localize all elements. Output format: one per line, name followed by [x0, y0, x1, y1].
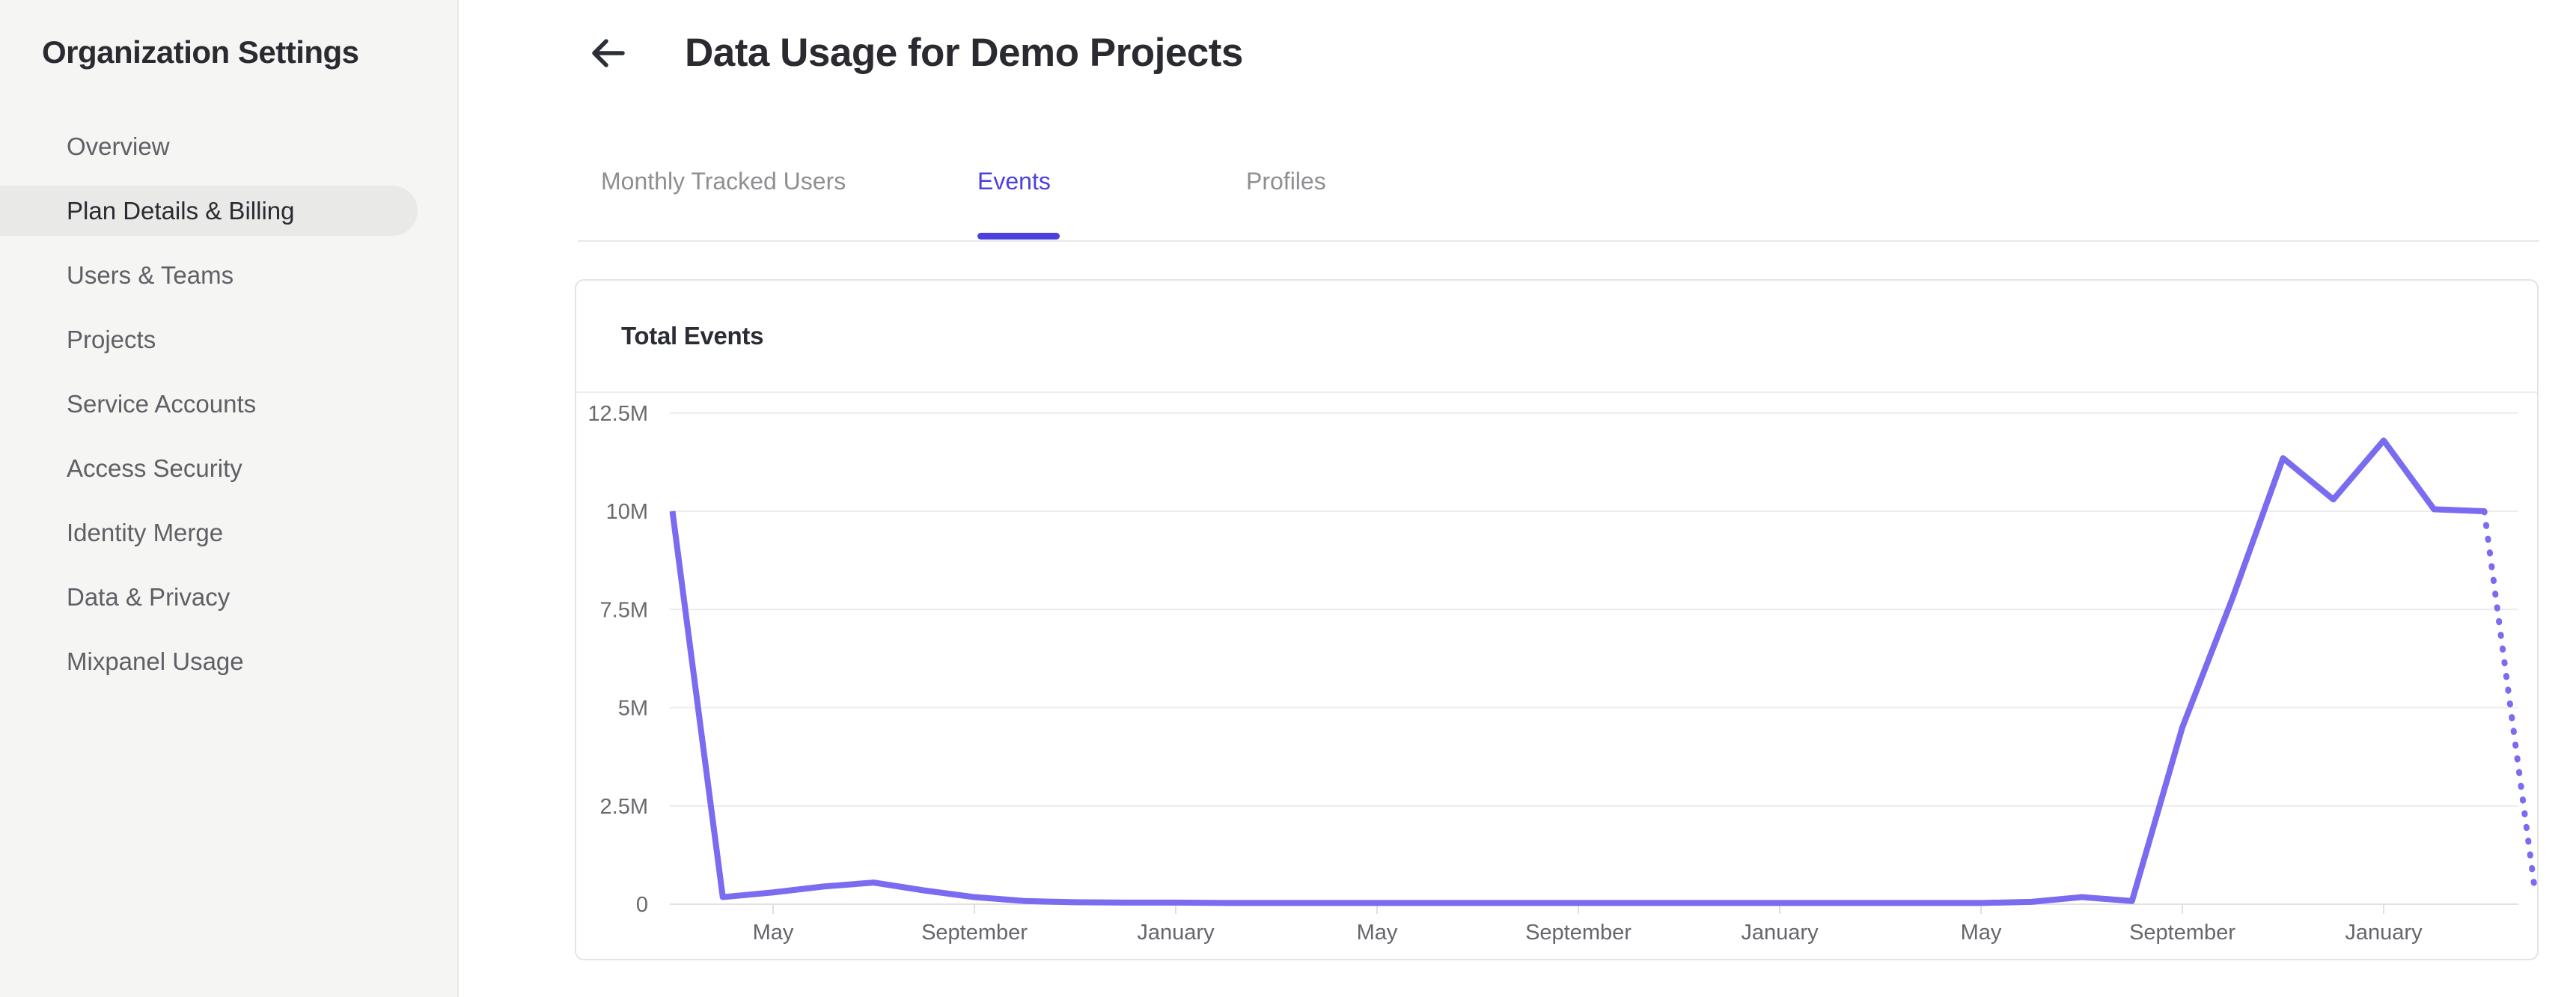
y-axis-label: 12.5M	[587, 402, 648, 426]
sidebar-item-service-accounts[interactable]: Service Accounts	[67, 389, 257, 418]
card-header: Total Events	[576, 281, 2537, 393]
x-axis-label: January	[2345, 921, 2423, 945]
x-axis-label: January	[1741, 921, 1819, 945]
events-line-solid	[669, 437, 2485, 906]
sidebar-item-projects[interactable]: Projects	[67, 325, 156, 353]
x-axis-label: September	[2129, 921, 2235, 945]
card-title: Total Events	[621, 322, 764, 350]
sidebar-item-overview[interactable]: Overview	[67, 132, 170, 160]
events-chart[interactable]: 12.5M 10M 7.5M 5M 2.5M 0 May September January Ma…	[575, 279, 2539, 960]
tabs-divider	[578, 240, 2539, 242]
x-axis-label: May	[1961, 921, 2002, 945]
total-events-card: Total Events	[575, 279, 2539, 960]
tab-events[interactable]: Events	[977, 168, 1051, 195]
tab-profiles[interactable]: Profiles	[1246, 168, 1326, 195]
y-axis-label: 2.5M	[600, 795, 648, 819]
y-axis-label: 7.5M	[600, 598, 648, 622]
organization-settings-sidebar: Organization Settings Overview Plan Deta…	[0, 0, 459, 997]
sidebar-item-identity-merge[interactable]: Identity Merge	[67, 518, 224, 546]
events-line-projected	[2481, 508, 2538, 891]
sidebar-item-mixpanel-usage[interactable]: Mixpanel Usage	[67, 647, 244, 675]
x-axis-label: September	[921, 921, 1028, 945]
y-axis-label: 5M	[618, 697, 648, 721]
active-tab-underline	[977, 233, 1060, 240]
arrow-left-icon	[587, 32, 629, 76]
y-axis-label: 10M	[606, 500, 648, 524]
sidebar-item-data-privacy[interactable]: Data & Privacy	[67, 582, 231, 611]
x-axis-label: May	[753, 921, 794, 945]
sidebar-title: Organization Settings	[42, 34, 359, 70]
back-button[interactable]	[585, 31, 630, 76]
x-axis-label: May	[1357, 921, 1398, 945]
sidebar-item-plan-details-billing[interactable]: Plan Details & Billing	[0, 186, 418, 236]
tab-monthly-tracked-users[interactable]: Monthly Tracked Users	[601, 168, 846, 195]
y-axis-label: 0	[636, 893, 648, 917]
sidebar-item-users-teams[interactable]: Users & Teams	[67, 260, 234, 289]
x-axis-label: September	[1525, 921, 1632, 945]
page-title: Data Usage for Demo Projects	[685, 31, 1243, 75]
x-axis-label: January	[1137, 921, 1215, 945]
sidebar-nav: Overview Plan Details & Billing Users & …	[0, 121, 459, 701]
sidebar-item-access-security[interactable]: Access Security	[67, 454, 242, 482]
